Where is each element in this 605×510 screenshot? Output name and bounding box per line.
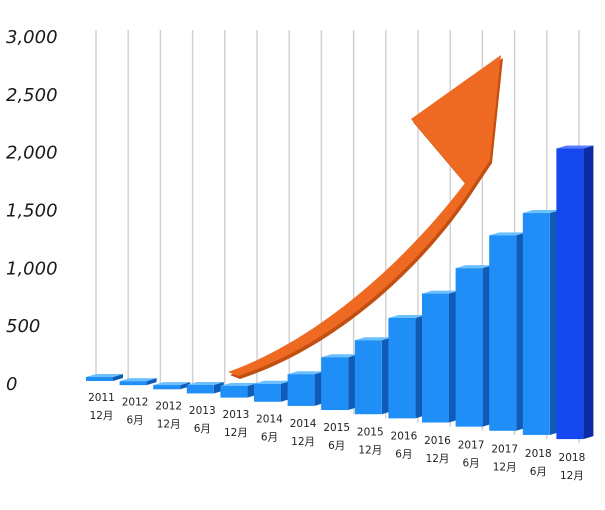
bar	[388, 317, 416, 419]
bar	[489, 235, 517, 431]
x-tick-year: 2011	[88, 392, 115, 404]
bar	[354, 340, 382, 415]
bar-top	[119, 378, 157, 382]
x-tick-year: 2017	[458, 439, 485, 451]
x-tick-year: 2015	[323, 422, 350, 434]
x-tick-month: 12月	[157, 419, 181, 431]
bar-top	[220, 382, 258, 386]
bar	[287, 374, 315, 406]
bar	[220, 385, 248, 398]
bar-top	[489, 232, 527, 236]
y-axis: 3,000 2,500 2,000 1,500 1,000 500 0	[6, 27, 58, 395]
x-tick-month: 6月	[127, 414, 144, 426]
x-tick-month: 12月	[358, 444, 382, 456]
x-tick-year: 2015	[357, 426, 384, 438]
bar-side	[113, 374, 123, 381]
bar	[522, 213, 550, 435]
bar	[254, 383, 281, 402]
x-tick-year: 2012	[122, 396, 149, 408]
bar-top	[354, 337, 392, 341]
bar	[422, 293, 449, 423]
bar	[455, 268, 483, 427]
x-tick-month: 12月	[493, 462, 517, 474]
x-tick-year: 2013	[223, 409, 250, 421]
x-tick-year: 2012	[155, 401, 182, 413]
y-tick-label: 1,500	[6, 201, 58, 222]
y-tick-label: 1,000	[6, 258, 58, 279]
x-tick-year: 2017	[491, 444, 518, 456]
x-axis: 2011 12月 2012 6月 2012 12月 2013 6月 2013 12月 2014 6月 2…	[88, 392, 585, 482]
x-tick-month: 12月	[224, 427, 248, 439]
x-tick-year: 2016	[391, 431, 418, 443]
trend-arrow-body	[228, 55, 501, 376]
bar-side	[180, 382, 191, 390]
bar-side	[146, 378, 157, 386]
x-tick-month: 12月	[426, 453, 450, 465]
bar-top	[287, 371, 325, 375]
bar-top	[254, 380, 291, 384]
x-tick-year: 2014	[290, 418, 317, 430]
y-tick-label: 2,500	[6, 85, 58, 106]
bar-top	[556, 145, 594, 149]
x-tick-year: 2018	[525, 448, 552, 460]
x-tick-year: 2016	[424, 435, 451, 447]
bar	[186, 384, 214, 394]
bars	[86, 145, 594, 440]
x-tick-month: 6月	[328, 440, 345, 452]
x-tick-month: 6月	[261, 432, 278, 444]
bar-top	[522, 210, 560, 214]
bar-top	[86, 374, 123, 377]
y-tick-label: 500	[6, 316, 40, 337]
bar-top	[455, 265, 493, 269]
bar	[321, 357, 349, 411]
bar-top	[321, 354, 359, 358]
bar-top	[388, 314, 426, 318]
bar	[86, 377, 113, 381]
x-tick-year: 2018	[559, 452, 586, 464]
x-tick-year: 2014	[256, 414, 283, 426]
bar	[556, 148, 584, 440]
bar	[153, 385, 181, 390]
x-tick-month: 12月	[560, 470, 584, 482]
bar	[119, 381, 147, 386]
y-tick-label: 3,000	[6, 27, 58, 48]
bar-top	[186, 381, 224, 385]
x-tick-month: 12月	[90, 410, 114, 422]
x-tick-month: 6月	[463, 457, 480, 469]
x-tick-month: 12月	[291, 436, 315, 448]
x-tick-month: 6月	[530, 466, 547, 478]
y-tick-label: 0	[6, 374, 17, 395]
bar-top	[153, 382, 191, 386]
bar-side	[583, 145, 594, 440]
trend-arrow	[228, 55, 503, 379]
x-tick-year: 2013	[189, 405, 216, 417]
y-tick-label: 2,000	[6, 143, 58, 164]
x-tick-month: 6月	[194, 423, 211, 435]
bar-top	[422, 290, 459, 294]
x-tick-month: 6月	[395, 449, 412, 461]
